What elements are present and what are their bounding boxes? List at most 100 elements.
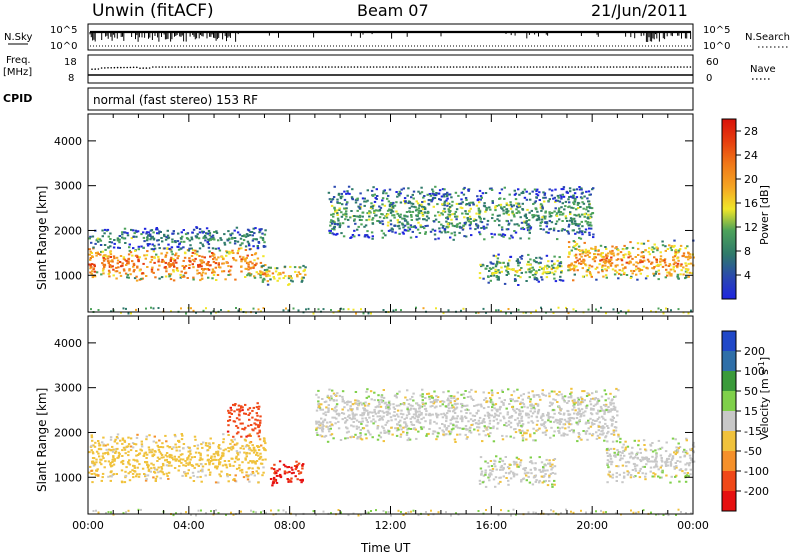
nave-dot <box>395 66 397 68</box>
velocity-echo-cell <box>570 396 573 399</box>
velocity-echo-cell <box>166 445 169 448</box>
velocity-echo-cell <box>483 399 486 401</box>
power-echo-cell <box>663 261 667 264</box>
power-echo-cell <box>421 205 424 208</box>
power-echo-cell <box>420 191 424 194</box>
velocity-echo-cell <box>468 391 471 394</box>
velocity-echo-cell <box>537 408 541 411</box>
velocity-echo-cell <box>161 442 164 445</box>
power-echo-cell <box>561 279 565 282</box>
power-echo-cell <box>446 204 449 207</box>
power-echo-cell <box>342 213 345 216</box>
nave-dot <box>603 66 605 68</box>
power-echo-cell <box>389 202 393 204</box>
nave-dot <box>456 66 458 68</box>
power-echo-cell <box>233 237 237 239</box>
velocity-echo-cell <box>473 405 476 407</box>
velocity-echo-cell <box>387 432 391 435</box>
nave-dot <box>212 66 215 68</box>
nave-dot <box>577 66 580 68</box>
power-echo-cell <box>183 240 186 243</box>
power-echo-cell <box>451 200 454 203</box>
velocity-echo-cell <box>259 415 262 418</box>
power-echo-cell <box>514 270 517 273</box>
velocity-echo-cell <box>372 418 375 421</box>
power-echo-cell <box>209 255 212 258</box>
velocity-echo-cell <box>597 425 601 428</box>
power-echo-cell <box>296 274 299 276</box>
velocity-echo-cell <box>611 398 614 401</box>
nave-dot <box>94 68 96 70</box>
power-echo-cell <box>554 188 557 191</box>
velocity-echo-cell <box>491 401 494 404</box>
power-echo-cell <box>593 256 596 259</box>
power-echo-cell <box>90 272 93 275</box>
power-echo-cell <box>434 218 438 221</box>
velocity-echo-cell <box>588 393 591 396</box>
power-echo-cell <box>211 247 215 250</box>
velocity-echo-cell <box>328 430 331 433</box>
power-echo-cell <box>132 265 135 268</box>
velocity-echo-cell <box>201 465 205 468</box>
power-echo-cell <box>334 233 338 236</box>
power-echo-cell <box>679 264 682 267</box>
velocity-echo-cell <box>425 410 428 413</box>
velocity-echo-cell <box>530 472 533 475</box>
power-echo-cell <box>215 258 218 261</box>
power-echo-cell <box>474 219 478 222</box>
power-echo-cell <box>371 237 374 240</box>
velocity-echo-cell <box>504 421 508 424</box>
power-echo-cell <box>242 239 246 242</box>
power-echo-cell <box>574 247 577 250</box>
power-clutter-cell <box>600 306 602 309</box>
velocity-echo-cell <box>521 423 525 426</box>
power-echo-cell <box>676 275 679 278</box>
velocity-echo-cell <box>241 461 244 464</box>
velocity-echo-cell <box>599 433 602 436</box>
power-echo-cell <box>554 207 557 210</box>
power-echo-cell <box>157 258 160 261</box>
velocity-echo-cell <box>365 419 368 422</box>
velocity-echo-cell <box>377 399 380 402</box>
power-echo-cell <box>579 206 582 208</box>
power-echo-cell <box>418 232 422 234</box>
power-echo-cell <box>482 277 485 280</box>
nave-dot <box>238 66 240 68</box>
velocity-echo-cell <box>445 433 448 436</box>
velocity-echo-cell <box>170 464 173 467</box>
power-echo-cell <box>453 231 456 234</box>
velocity-echo-cell <box>271 484 274 487</box>
power-echo-cell <box>109 245 112 248</box>
velocity-echo-cell <box>406 406 409 409</box>
velocity-echo-cell <box>464 409 467 411</box>
velocity-echo-cell <box>540 415 543 418</box>
beam-title: Beam 07 <box>357 1 429 20</box>
power-echo-cell <box>676 276 680 279</box>
power-echo-cell <box>446 217 450 220</box>
power-clutter-cell <box>552 312 555 314</box>
power-echo-cell <box>441 203 444 206</box>
power-echo-cell <box>421 201 424 203</box>
velocity-echo-cell <box>598 421 601 424</box>
power-echo-cell <box>121 231 124 234</box>
date-title: 21/Jun/2011 <box>591 1 688 20</box>
velocity-echo-cell <box>185 462 188 465</box>
velocity-echo-cell <box>117 451 121 454</box>
velocity-echo-cell <box>115 473 118 475</box>
velocity-echo-cell <box>258 405 261 408</box>
velocity-echo-cell <box>316 434 319 436</box>
nave-dot <box>612 66 615 68</box>
velocity-echo-cell <box>447 425 450 428</box>
power-echo-cell <box>446 193 449 196</box>
velocity-echo-cell <box>341 390 345 393</box>
power-echo-cell <box>338 202 341 205</box>
velocity-echo-cell <box>341 400 344 403</box>
power-echo-cell <box>542 216 545 219</box>
power-echo-cell <box>541 216 544 219</box>
power-echo-cell <box>223 233 226 236</box>
power-echo-cell <box>168 274 172 277</box>
power-echo-cell <box>108 264 111 266</box>
velocity-echo-cell <box>484 485 488 488</box>
power-echo-cell <box>172 279 176 282</box>
